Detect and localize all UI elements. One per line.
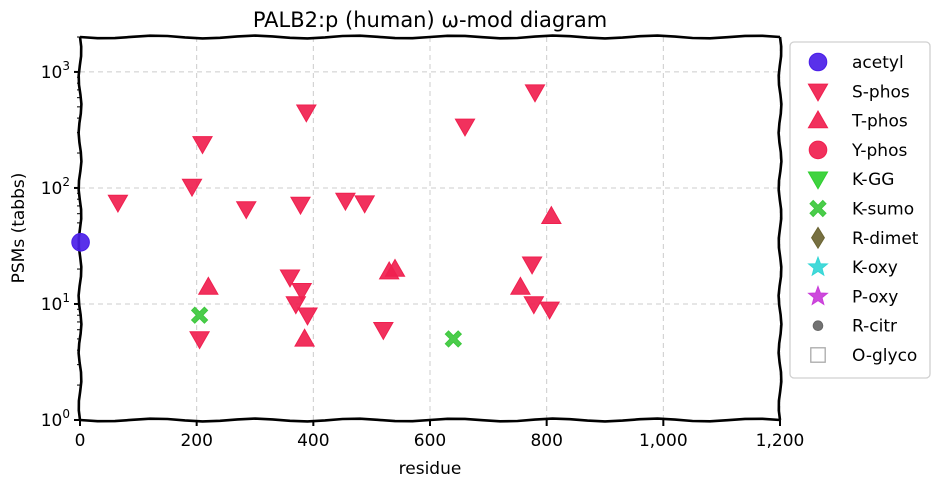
legend-marker-r-citr [812,320,824,332]
left-spine [77,36,83,421]
y-tick-label: 103 [41,59,70,83]
point-s-phos [107,194,129,214]
x-tick-label: 800 [530,431,562,451]
legend-marker-p-oxy [807,285,829,306]
axes: 0 200 400 600 800 1,000 1,200 100 101 102 103 [41,36,805,451]
point-t-phos [197,276,219,295]
point-t-phos [540,205,562,224]
point-s-phos [290,196,311,216]
point-t-phos [509,276,531,295]
legend-label-r-citr: R-citr [852,317,897,337]
point-k-sumo [190,306,209,324]
legend-label-r-dimet: R-dimet [852,229,919,249]
point-s-phos [189,331,211,350]
legend-marker-o-glyco [810,347,826,363]
point-acetyl [71,233,90,252]
grid-layer [80,37,781,420]
data-points [71,84,562,350]
legend-label-t-phos: T-phos [851,112,908,132]
right-spine [777,36,783,421]
y-tick-label: 102 [41,175,70,199]
x-axis-title: residue [399,459,462,479]
point-s-phos [297,307,318,326]
legend-marker-y-phos [808,140,828,160]
y-axis-title: PSMs (tabbs) [9,173,29,284]
point-s-phos [192,136,213,155]
legend-label-s-phos: S-phos [852,82,910,102]
point-s-phos [372,322,394,341]
legend: acetyl S-phos T-phos Y-phos K-GG K-sumo R-dime… [789,41,931,379]
x-tick-label: 1,000 [639,431,688,451]
point-s-phos [181,178,203,198]
legend-marker-acetyl [808,52,828,72]
point-s-phos [523,296,545,315]
y-tick-label: 100 [41,407,70,431]
point-s-phos [521,256,543,275]
legend-label-y-phos: Y-phos [851,141,907,161]
x-tick-label: 600 [414,431,446,451]
legend-label-k-oxy: K-oxy [852,258,898,278]
point-t-phos [294,328,316,347]
point-s-phos [235,201,257,220]
x-tick-label: 200 [180,431,212,451]
point-s-phos [354,195,376,214]
point-s-phos [291,283,313,302]
point-s-phos [524,84,546,103]
chart-title: PALB2:p (human) ω-mod diagram [253,8,607,32]
legend-label-acetyl: acetyl [852,53,904,73]
legend-label-o-glyco: O-glyco [852,346,917,366]
legend-label-p-oxy: P-oxy [852,287,898,307]
point-s-phos [334,192,356,212]
point-s-phos [285,296,307,315]
point-s-phos [295,104,317,123]
point-t-phos [384,258,406,277]
legend-label-k-sumo: K-sumo [852,200,914,220]
top-spine [79,34,781,40]
x-tick-label: 400 [297,431,329,451]
x-tick-label: 1,200 [756,431,805,451]
legend-marker-k-gg [807,171,829,190]
point-s-phos [539,301,561,320]
legend-marker-k-oxy [807,255,829,277]
point-k-sumo [444,330,463,348]
y-tick-label: 101 [41,291,70,315]
legend-marker-t-phos [807,109,829,129]
x-tick-label: 0 [75,431,86,451]
point-s-phos [279,269,301,288]
legend-marker-r-dimet [811,226,825,250]
point-s-phos [454,118,476,137]
legend-marker-k-sumo [809,199,827,218]
legend-label-k-gg: K-GG [852,170,894,190]
legend-marker-s-phos [807,83,829,102]
